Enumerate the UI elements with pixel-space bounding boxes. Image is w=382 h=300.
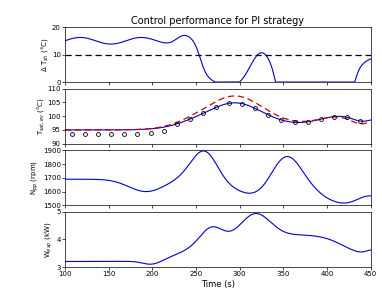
Y-axis label: N$_{pp}$ (rpm): N$_{pp}$ (rpm) — [30, 160, 41, 195]
Y-axis label: $\Delta$ T$_{sh}$ (°C): $\Delta$ T$_{sh}$ (°C) — [39, 37, 50, 72]
Y-axis label: T$_{sat,ev}$ (°C): T$_{sat,ev}$ (°C) — [35, 97, 46, 135]
Title: Control performance for PI strategy: Control performance for PI strategy — [131, 16, 304, 26]
Y-axis label: W$_{exp}$ (kW): W$_{exp}$ (kW) — [44, 221, 55, 258]
X-axis label: Time (s): Time (s) — [201, 280, 235, 289]
